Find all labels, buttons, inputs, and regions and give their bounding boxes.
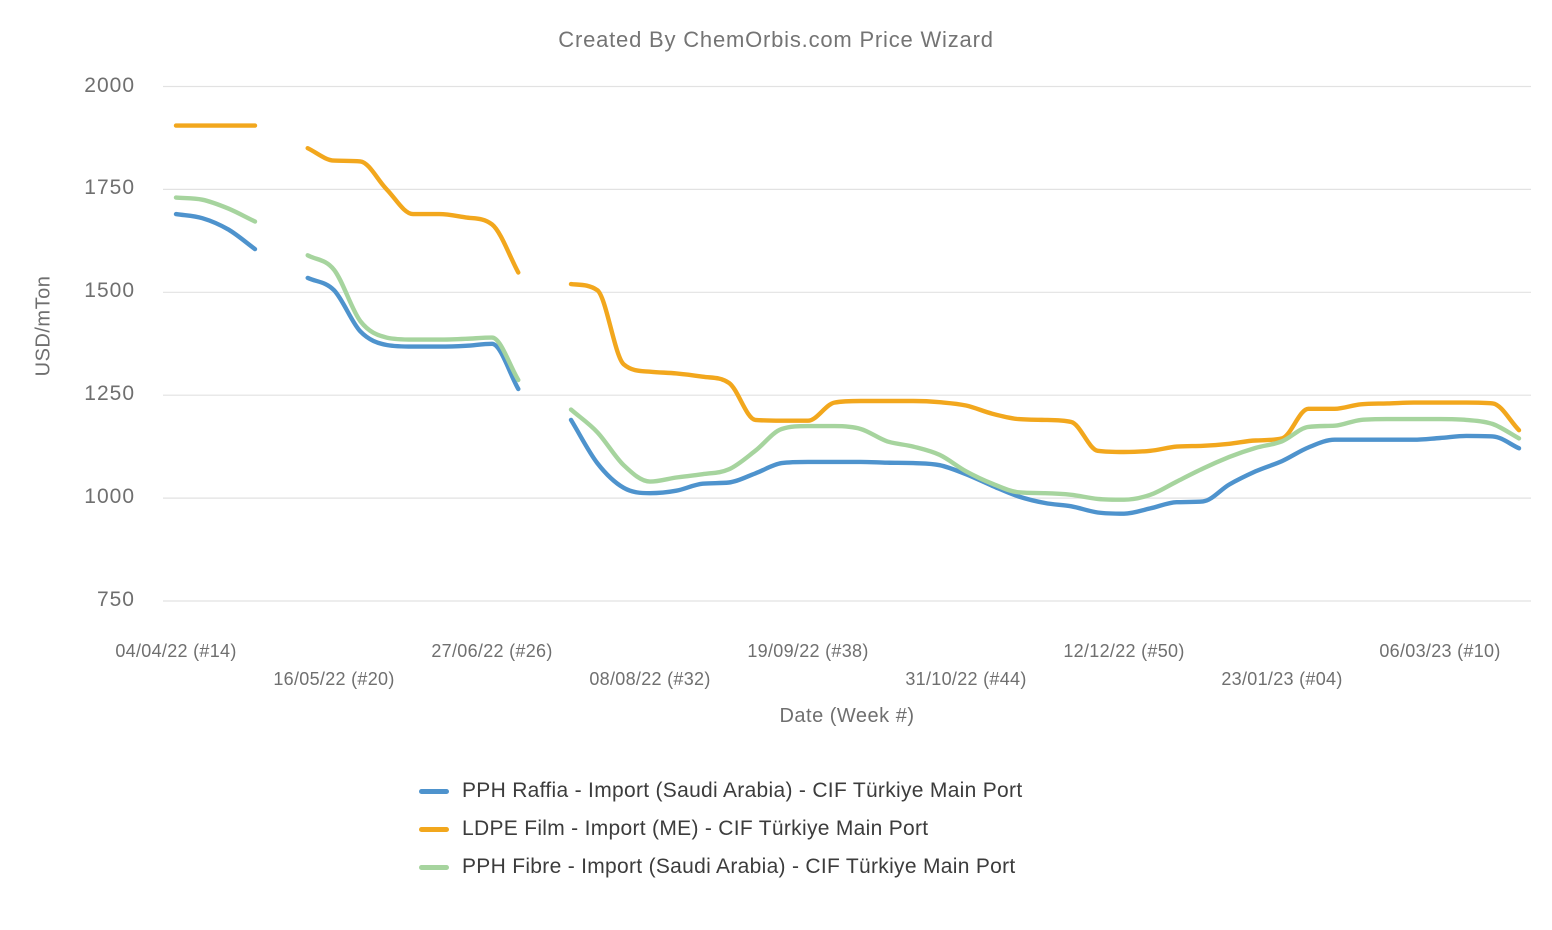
legend-swatch-pph-raffia — [419, 788, 449, 794]
x-tick-label: 19/09/22 (#38) — [747, 641, 869, 661]
legend-item-pph-fibre: PPH Fibre - Import (Saudi Arabia) - CIF … — [419, 848, 1022, 886]
x-tick-label: 27/06/22 (#26) — [431, 641, 553, 661]
x-tick-label: 31/10/22 (#44) — [905, 669, 1027, 689]
x-tick-label: 06/03/23 (#10) — [1379, 641, 1501, 661]
x-axis-title: Date (Week #) — [779, 705, 915, 727]
x-tick-label: 23/01/23 (#04) — [1221, 669, 1343, 689]
legend-swatch-ldpe-film — [419, 826, 449, 832]
y-tick-label: 750 — [96, 588, 135, 611]
series-line-pph-fibre — [173, 195, 1522, 502]
legend-swatch-pph-fibre — [419, 864, 449, 870]
chart-title: Created By ChemOrbis.com Price Wizard — [558, 27, 994, 52]
y-tick-label: 1250 — [84, 382, 135, 406]
y-tick-label: 1500 — [84, 279, 135, 303]
legend-item-pph-raffia: PPH Raffia - Import (Saudi Arabia) - CIF… — [419, 772, 1022, 810]
legend: PPH Raffia - Import (Saudi Arabia) - CIF… — [419, 772, 1022, 886]
legend-label: PPH Fibre - Import (Saudi Arabia) - CIF … — [462, 855, 1016, 878]
x-tick-label: 04/04/22 (#14) — [115, 641, 237, 661]
legend-label: PPH Raffia - Import (Saudi Arabia) - CIF… — [462, 779, 1023, 802]
series-line-ldpe-film — [173, 123, 1522, 455]
x-tick-label: 16/05/22 (#20) — [273, 669, 395, 689]
legend-label: LDPE Film - Import (ME) - CIF Türkiye Ma… — [462, 817, 929, 840]
x-tick-label: 08/08/22 (#32) — [589, 669, 711, 689]
y-tick-label: 1000 — [84, 485, 135, 509]
y-tick-label: 1750 — [84, 176, 135, 200]
x-tick-label: 12/12/22 (#50) — [1063, 641, 1185, 661]
legend-item-ldpe-film: LDPE Film - Import (ME) - CIF Türkiye Ma… — [419, 810, 1022, 848]
y-tick-label: 2000 — [84, 73, 135, 97]
series-line-pph-raffia — [173, 211, 1522, 516]
